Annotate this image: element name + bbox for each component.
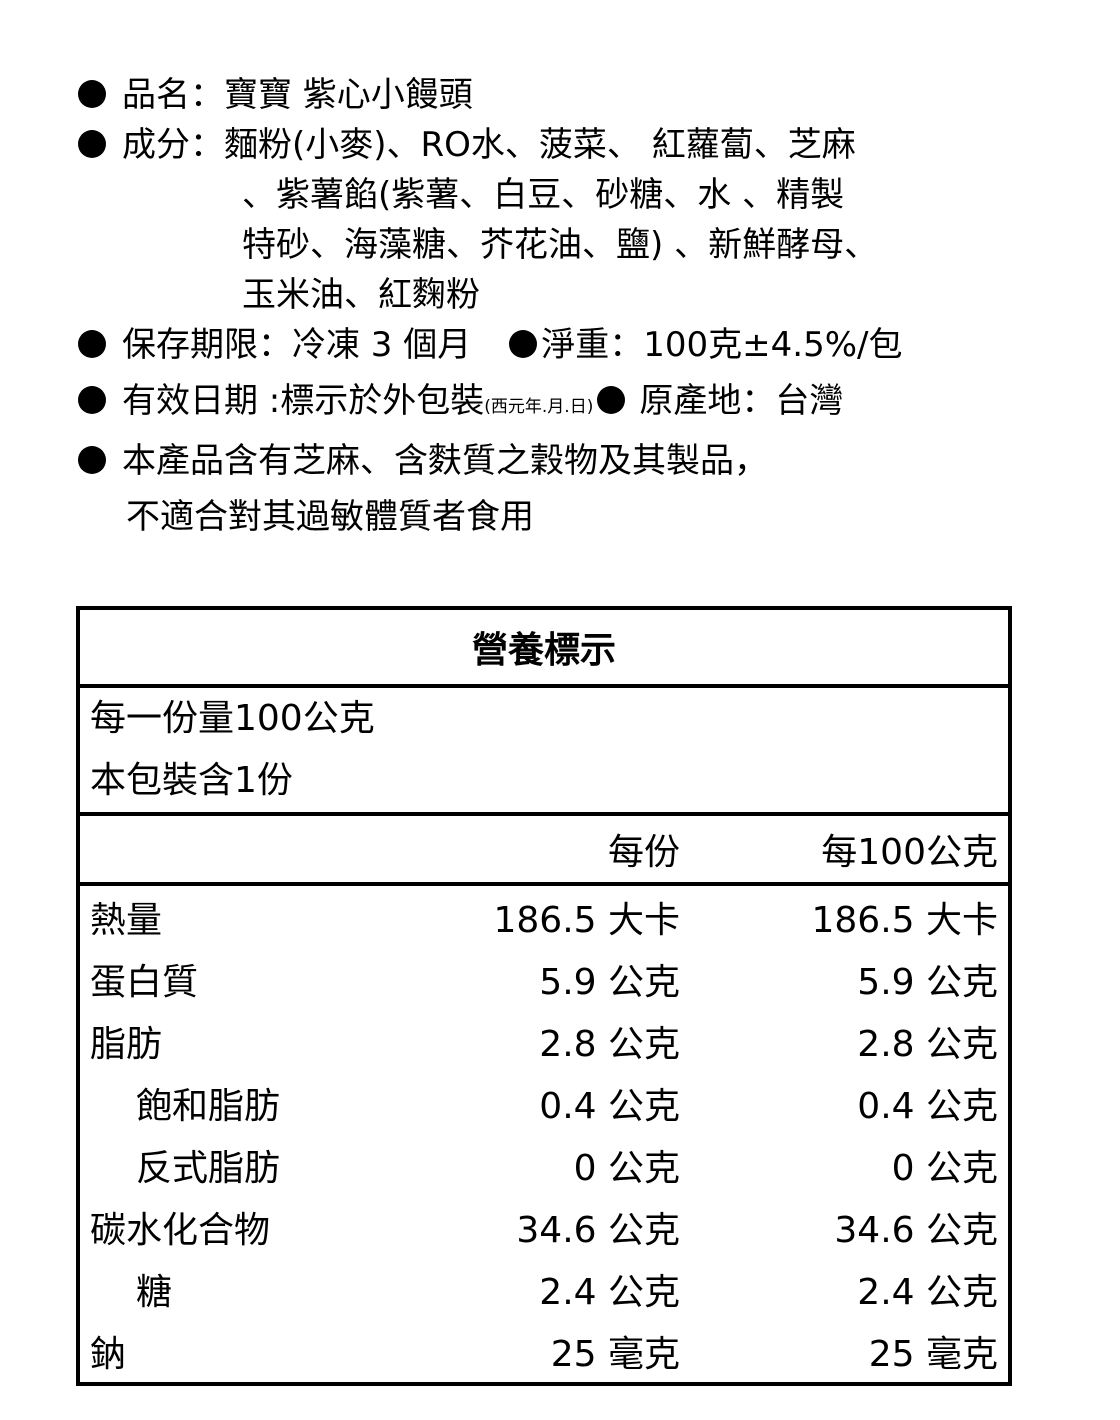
name-label: 品名： xyxy=(122,75,224,115)
bullet-icon xyxy=(78,329,106,358)
table-row: 反式脂肪 0 公克 0 公克 xyxy=(78,1134,1010,1196)
ingredients-line: 玉米油、紅麴粉 xyxy=(242,275,480,315)
servings-per-pack: 本包裝含1份 xyxy=(78,750,1010,816)
bullet-icon xyxy=(597,385,626,414)
allergen-line: 本產品含有芝麻、含麩質之穀物及其製品， xyxy=(76,436,1076,492)
per-serving-value: 34.6 公克 xyxy=(516,1210,680,1251)
storage-line: 保存期限：冷凍 3 個月 淨重：100克±4.5%/包 xyxy=(76,320,1076,370)
serving-size: 每一份量100公克 xyxy=(90,698,375,739)
bullet-icon xyxy=(78,385,106,414)
ingredients-line: 、紫薯餡(紫薯、白豆、砂糖、水 、精製 xyxy=(242,175,845,215)
ingredients-text: 麵粉(小麥)、RO水、菠菜、 紅蘿蔔、芝麻 xyxy=(224,125,856,165)
per-serving-value: 186.5 大卡 xyxy=(493,900,680,941)
bullet-icon xyxy=(509,329,538,358)
per-100g-value: 2.8 公克 xyxy=(857,1024,998,1065)
per-100g-value: 0 公克 xyxy=(891,1148,998,1189)
per-100g-value: 2.4 公克 xyxy=(857,1272,998,1313)
per-100g-value: 0.4 公克 xyxy=(857,1086,998,1127)
ingredients-line: 特砂、海藻糖、芥花油、鹽) 、新鮮酵母、 xyxy=(242,225,879,265)
per-serving-value: 0.4 公克 xyxy=(539,1086,680,1127)
per-serving-value: 5.9 公克 xyxy=(539,962,680,1003)
nutrient-name: 糖 xyxy=(136,1272,173,1313)
allergen-text: 本產品含有芝麻、含麩質之穀物及其製品， xyxy=(122,441,768,481)
origin: 原產地：台灣 xyxy=(639,381,844,421)
ingredients-line: 成分：麵粉(小麥)、RO水、菠菜、 紅蘿蔔、芝麻 xyxy=(76,120,1076,170)
per-100g-value: 34.6 公克 xyxy=(834,1210,998,1251)
header-per-100g: 每100公克 xyxy=(692,814,1010,886)
bullet-icon xyxy=(78,79,106,108)
per-serving-value: 2.8 公克 xyxy=(539,1024,680,1065)
nutrient-name: 反式脂肪 xyxy=(136,1148,281,1189)
shelf-life: 保存期限：冷凍 3 個月 xyxy=(122,325,472,365)
per-100g-value: 5.9 公克 xyxy=(857,962,998,1003)
per-100g-value: 186.5 大卡 xyxy=(811,900,998,941)
nutrient-name: 熱量 xyxy=(90,900,163,941)
table-row: 蛋白質 5.9 公克 5.9 公克 xyxy=(78,948,1010,1010)
table-row: 脂肪 2.8 公克 2.8 公克 xyxy=(78,1010,1010,1072)
expiry-line: 有效日期 :標示於外包裝(西元年.月.日) 原產地：台灣 xyxy=(76,370,1076,426)
per-serving-value: 2.4 公克 xyxy=(539,1272,680,1313)
table-row: 碳水化合物 34.6 公克 34.6 公克 xyxy=(78,1196,1010,1258)
per-serving-value: 25 毫克 xyxy=(550,1334,680,1375)
allergen-line: 不適合對其過敏體質者食用 xyxy=(126,497,534,537)
nutrition-table: 營養標示 每一份量100公克 本包裝含1份 每份 每100公克 熱量 186.5… xyxy=(76,606,1012,1386)
nutrient-name: 蛋白質 xyxy=(90,962,199,1003)
product-name-line: 品名：寶寶 紫心小饅頭 xyxy=(76,70,1076,120)
bullet-icon xyxy=(78,129,106,158)
nutrient-name: 鈉 xyxy=(90,1334,127,1375)
nutrient-name: 脂肪 xyxy=(90,1024,163,1065)
per-100g-value: 25 毫克 xyxy=(868,1334,998,1375)
table-row: 糖 2.4 公克 2.4 公克 xyxy=(78,1258,1010,1320)
name-value: 寶寶 紫心小饅頭 xyxy=(224,75,473,115)
bullet-icon xyxy=(78,445,106,474)
header-blank xyxy=(78,814,400,886)
table-row: 鈉 25 毫克 25 毫克 xyxy=(78,1320,1010,1384)
table-row: 飽和脂肪 0.4 公克 0.4 公克 xyxy=(78,1072,1010,1134)
expiry-note: (西元年.月.日) xyxy=(484,397,594,417)
nutrient-name: 碳水化合物 xyxy=(90,1210,271,1251)
nutrition-title: 營養標示 xyxy=(78,608,1010,688)
net-weight: 淨重：100克±4.5%/包 xyxy=(541,325,903,365)
per-serving-value: 0 公克 xyxy=(573,1148,680,1189)
ingredients-label: 成分： xyxy=(122,125,224,165)
nutrient-name: 飽和脂肪 xyxy=(136,1086,281,1127)
product-info: 品名：寶寶 紫心小饅頭 成分：麵粉(小麥)、RO水、菠菜、 紅蘿蔔、芝麻 、紫薯… xyxy=(76,70,1076,542)
expiry: 有效日期 :標示於外包裝 xyxy=(122,381,485,421)
table-row: 熱量 186.5 大卡 186.5 大卡 xyxy=(78,884,1010,948)
header-per-serving: 每份 xyxy=(400,814,692,886)
